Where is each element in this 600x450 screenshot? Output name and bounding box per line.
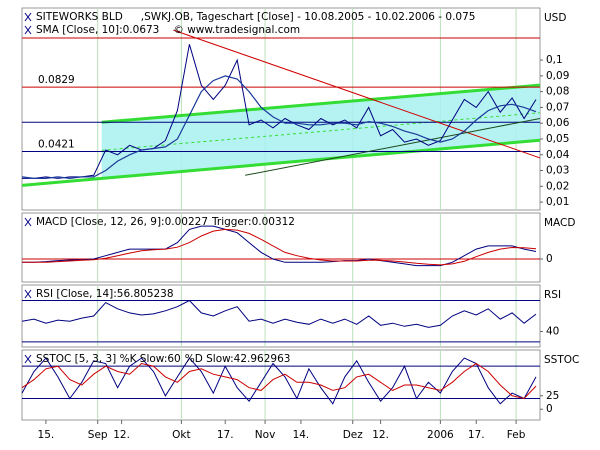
x-tick-label: Sep (88, 429, 108, 441)
panel-frame (21, 284, 541, 348)
channel-fill (101, 85, 540, 179)
indicator-icon (24, 12, 32, 22)
y-tick-label: 25 (546, 390, 559, 402)
panel-title: Trigger:0.00312 (211, 216, 295, 228)
x-tick-label: 12. (113, 429, 130, 441)
series-line (21, 299, 537, 328)
indicator-icon (24, 289, 32, 299)
indicator-icon (24, 25, 32, 35)
panel-title: SSTOC [5, 3, 3] %K Slow:60 (36, 353, 181, 365)
panel-frame (21, 349, 541, 421)
channel-line (21, 138, 541, 187)
level-label: 0.0829 (38, 74, 75, 86)
y-tick-label: 0,04 (546, 149, 570, 161)
panel-title: %D Slow:42.962963 (185, 353, 291, 365)
panel-title: © www.tradesignal.com (173, 24, 300, 36)
y-tick-label: 0,02 (546, 180, 569, 192)
y-tick-label: 0,09 (546, 70, 569, 82)
channel-mid (101, 112, 541, 151)
axis-label: RSI (544, 289, 561, 301)
x-tick-label: 2006 (427, 429, 454, 441)
series-line (22, 228, 537, 266)
panel-title: SITEWORKS BLD (36, 11, 123, 23)
x-tick-label: 17. (468, 429, 485, 441)
y-tick-label: 0,1 (546, 54, 563, 66)
y-tick-label: 0,03 (546, 165, 569, 177)
x-tick-label: 12. (372, 429, 389, 441)
indicator-icon (24, 354, 32, 364)
x-tick-label: Nov (255, 429, 276, 441)
series-line (22, 225, 537, 267)
y-tick-label: 0 (546, 403, 553, 415)
trend-line (245, 117, 541, 176)
y-tick-label: 0,05 (546, 133, 569, 145)
axis-label: USD (544, 12, 566, 24)
series-line (21, 362, 537, 400)
y-tick-label: 0 (546, 253, 553, 265)
x-tick-label: Feb (507, 429, 526, 441)
x-tick-label: 15. (38, 429, 55, 441)
x-tick-label: 14. (293, 429, 310, 441)
y-tick-label: 0,01 (546, 196, 569, 208)
trend-line (173, 29, 541, 159)
y-tick-label: 0,07 (546, 101, 569, 113)
y-tick-label: 0,06 (546, 117, 570, 129)
axis-label: SSTOC (544, 354, 579, 366)
panel-frame (21, 212, 541, 283)
panel-title: MACD [Close, 12, 26, 9]:0.00227 (36, 216, 208, 228)
series-line (22, 44, 537, 179)
panel-title: SMA [Close, 10]:0.0673 (36, 24, 159, 36)
series-line (21, 75, 537, 180)
axis-label: MACD (544, 217, 575, 229)
x-tick-label: Okt (172, 429, 190, 441)
panel-title: RSI [Close, 14]:56.805238 (36, 288, 174, 300)
y-tick-label: 0,08 (546, 86, 569, 98)
indicator-icon (24, 217, 32, 227)
x-tick-label: 17. (217, 429, 234, 441)
x-tick-label: Dez (343, 429, 364, 441)
panel-title: ,SWKJ.OB, Tageschart [Close] - 10.08.200… (141, 11, 476, 23)
y-tick-label: 40 (546, 326, 559, 338)
level-label: 0.0421 (38, 138, 75, 150)
